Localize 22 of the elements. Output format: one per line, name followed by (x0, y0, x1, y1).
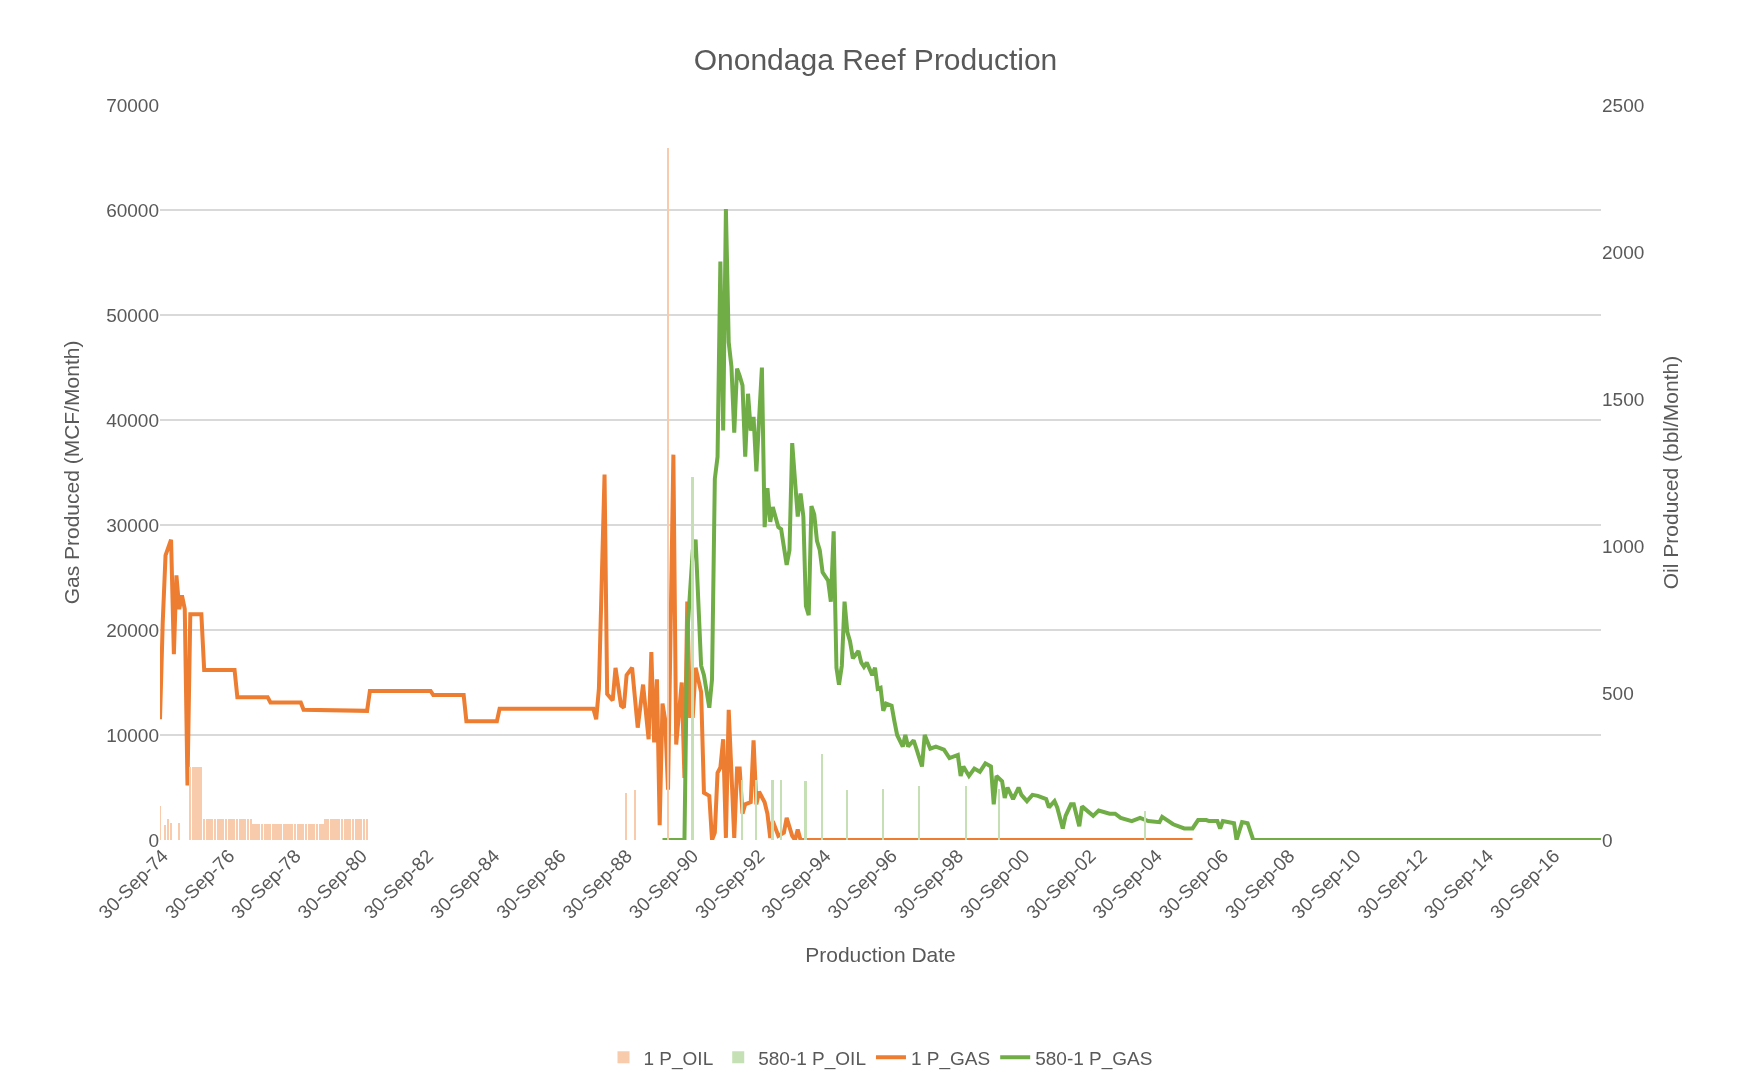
y-tick-label: 30000 (106, 514, 159, 536)
y-tick-label: 10000 (106, 724, 159, 746)
y2-tick-label: 500 (1602, 682, 1634, 704)
y-tick-label: 40000 (106, 409, 159, 431)
y2-tick-label: 1000 (1602, 535, 1645, 557)
y-tick-label: 0 (148, 829, 159, 851)
y2-tick-label: 2000 (1602, 241, 1645, 263)
y2-tick-label: 0 (1602, 829, 1613, 851)
chart-title: Onondaga Reef Production (693, 42, 1058, 76)
y2-tick-label: 2500 (1602, 94, 1645, 116)
y2-axis-title: Oil Produced (bbl/Month) (1659, 355, 1683, 590)
y-tick-label: 70000 (106, 94, 159, 116)
y2-tick-label: 1500 (1602, 388, 1645, 410)
y-tick-label: 20000 (106, 619, 159, 641)
legend-label: 580-1 P_GAS (1035, 1047, 1153, 1070)
y-tick-label: 50000 (106, 304, 159, 326)
legend-label: 580-1 P_OIL (758, 1047, 866, 1070)
y-axis-title: Gas Produced (MCF/Month) (60, 340, 84, 605)
legend-label: 1 P_GAS (910, 1047, 991, 1070)
y-tick-label: 60000 (106, 199, 159, 221)
legend-label: 1 P_OIL (643, 1047, 714, 1070)
x-axis-title: Production Date (805, 942, 956, 966)
